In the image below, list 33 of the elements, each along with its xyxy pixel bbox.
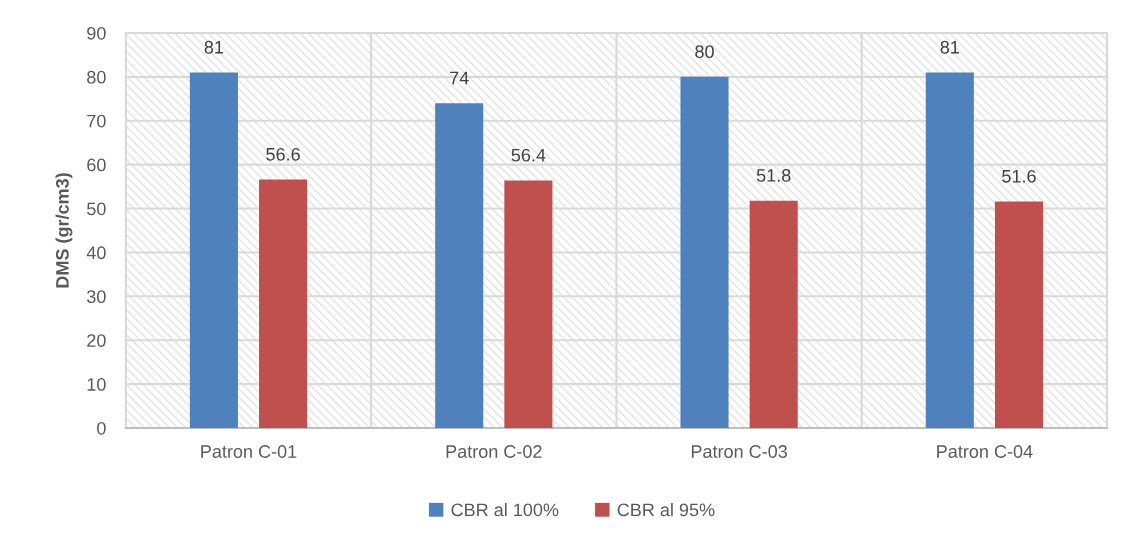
x-tick-label: Patron C-01 [201, 445, 297, 458]
y-tick-label: 70 [87, 114, 106, 128]
y-tick-label: 0 [97, 421, 106, 435]
y-tick-label: 40 [86, 246, 106, 260]
data-label: 51.6 [1002, 169, 1036, 183]
y-tick-label: 20 [87, 334, 106, 347]
x-tick-label: Patron C-02 [446, 445, 542, 458]
bar [189, 72, 238, 428]
y-tick-label: 30 [87, 290, 106, 304]
bar [435, 103, 484, 428]
x-tick-label: Patron C-04 [937, 445, 1033, 458]
legend-label: CBR al 100% [451, 502, 559, 517]
bar [504, 180, 553, 428]
data-label: 56.6 [266, 147, 300, 161]
data-label: 56.4 [511, 148, 546, 162]
bar [259, 179, 308, 428]
data-label: 74 [450, 71, 469, 85]
x-tick-label: Patron C-03 [691, 445, 787, 458]
y-tick-label: 10 [87, 378, 106, 391]
y-axis-title: DMS (gr/cm3) [55, 173, 73, 288]
y-tick-label: 90 [87, 26, 106, 40]
legend-label: CBR al 95% [617, 502, 715, 517]
data-label: 81 [940, 40, 959, 54]
bar [925, 72, 974, 428]
data-label: 81 [204, 40, 224, 54]
bar [749, 200, 798, 428]
y-tick-label: 60 [87, 158, 106, 172]
bar [680, 76, 729, 428]
y-tick-label: 80 [87, 70, 106, 84]
data-label: 51.8 [756, 169, 791, 182]
y-tick-label: 50 [87, 202, 106, 216]
data-label: 80 [695, 45, 714, 59]
bar [994, 201, 1044, 428]
